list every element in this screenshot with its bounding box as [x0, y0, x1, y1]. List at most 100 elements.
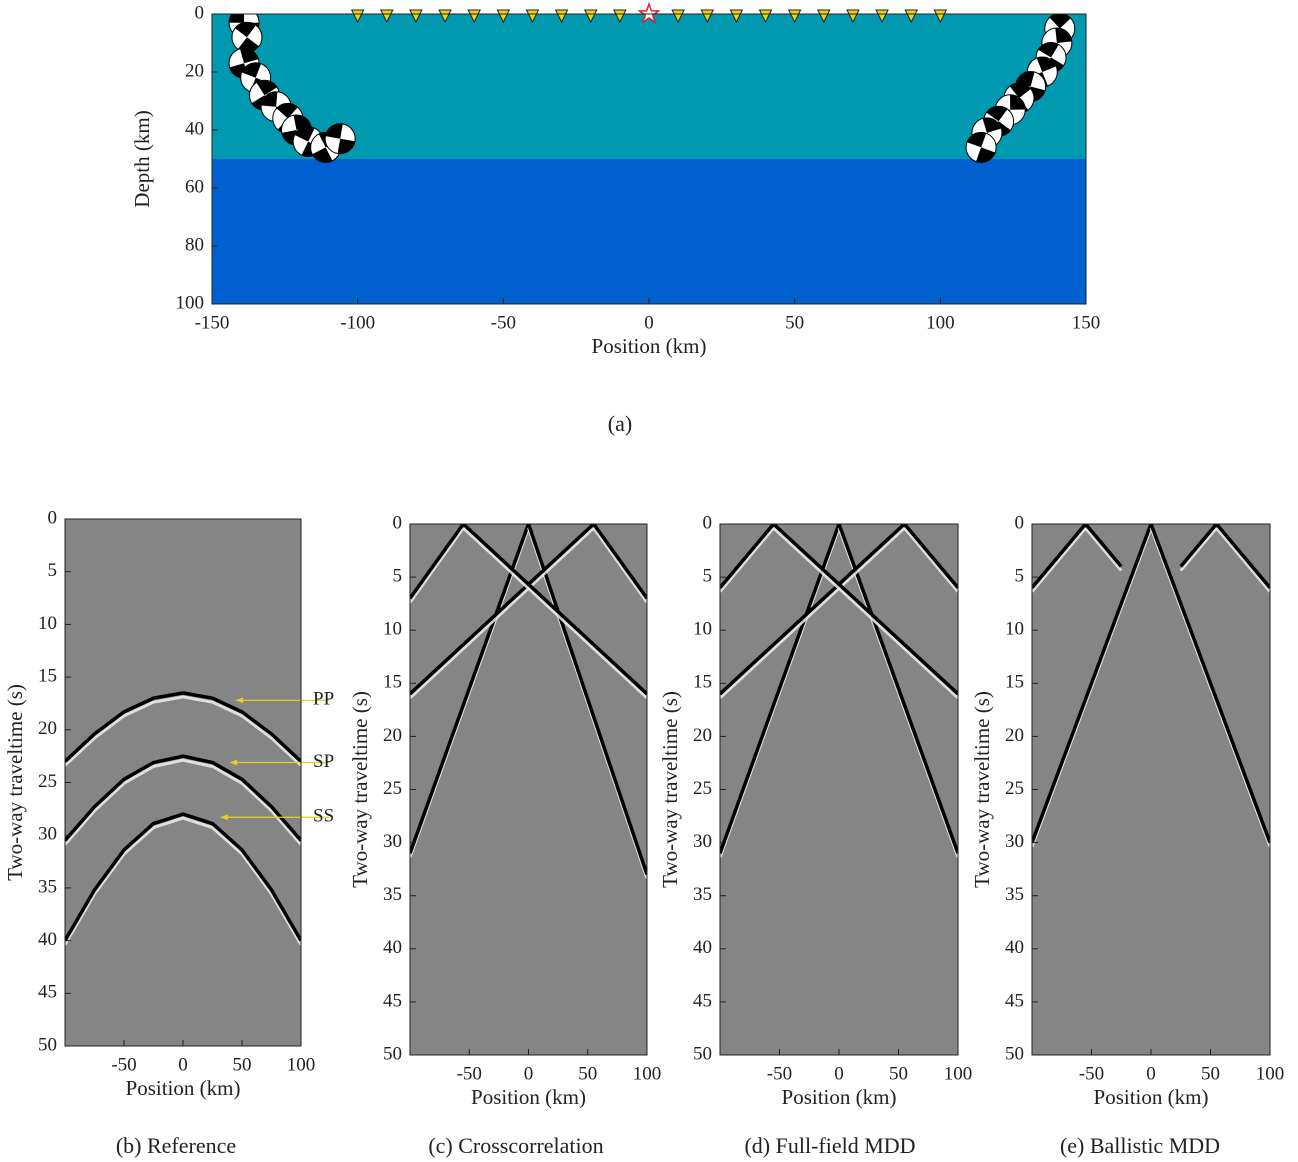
- annotation-label: SS: [313, 806, 334, 827]
- receiver: [496, 9, 511, 24]
- y-axis-label: Two-way traveltime (s): [658, 691, 682, 888]
- x-tick-label: 100: [633, 1063, 662, 1084]
- beachball-quadrant: [982, 117, 1002, 133]
- plot-area: [212, 14, 1086, 304]
- beachball-quadrant: [241, 62, 262, 78]
- panel-caption: (e) Ballistic MDD: [1060, 1133, 1220, 1158]
- event: [720, 524, 906, 696]
- event: [410, 524, 465, 600]
- y-tick-label: 35: [693, 884, 712, 905]
- y-tick-label: 20: [383, 725, 402, 746]
- receiver: [816, 9, 831, 24]
- annotation-label: SP: [313, 751, 334, 772]
- panel: -150 -100 -50 0 50 100 150 0 20 40 60 80 100 Position…: [130, 1, 1101, 436]
- source: [324, 123, 356, 155]
- event-sidelobe: [592, 527, 647, 604]
- y-tick-label: 30: [1005, 831, 1024, 852]
- y-tick-label: 25: [38, 771, 57, 792]
- event: [1149, 524, 1270, 844]
- x-tick-label: 100: [926, 312, 955, 333]
- y-tick-label: 15: [1005, 672, 1024, 693]
- x-tick-label: 0: [1146, 1063, 1156, 1084]
- x-axis-label: Position (km): [471, 1085, 586, 1109]
- event: [65, 812, 301, 942]
- x-tick-label: 50: [1201, 1063, 1220, 1084]
- y-tick-label: 5: [393, 565, 403, 586]
- beachball-quadrant: [325, 123, 343, 139]
- y-tick-label: 35: [1005, 884, 1024, 905]
- event: [526, 524, 647, 876]
- layer: [212, 14, 1086, 159]
- x-tick-label: 0: [644, 312, 654, 333]
- y-tick-label: 45: [693, 990, 712, 1011]
- receiver: [758, 9, 773, 24]
- beachball-quadrant: [312, 147, 333, 163]
- plot-area: [65, 519, 301, 1046]
- x-tick-label: 50: [578, 1063, 597, 1084]
- event: [903, 524, 958, 589]
- y-tick-label: 0: [1015, 512, 1025, 533]
- panel-caption: (d) Full-field MDD: [744, 1133, 915, 1158]
- arrow-head: [220, 814, 228, 821]
- event-sidelobe: [1179, 527, 1218, 572]
- x-tick-label: 50: [233, 1054, 252, 1075]
- x-tick-label: 150: [1072, 312, 1101, 333]
- event-sidelobe: [65, 758, 301, 846]
- receiver: [350, 9, 365, 24]
- gather-background: [720, 524, 958, 1055]
- y-tick-label: 50: [38, 1034, 57, 1055]
- event-sidelobe: [65, 695, 301, 767]
- y-axis-label: Two-way traveltime (s): [3, 684, 27, 881]
- x-tick-label: -50: [1079, 1063, 1104, 1084]
- y-tick-label: 40: [1005, 937, 1024, 958]
- event: [1032, 524, 1087, 589]
- event-sidelobe: [720, 527, 775, 593]
- y-tick-label: 80: [185, 234, 204, 255]
- receiver: [379, 9, 394, 24]
- y-tick-label: 50: [693, 1043, 712, 1064]
- event: [772, 524, 958, 696]
- event-sidelobe: [720, 526, 906, 700]
- event-sidelobe: [1215, 527, 1270, 593]
- y-tick-label: 20: [185, 60, 204, 81]
- event-sidelobe: [462, 526, 647, 700]
- receiver: [554, 9, 569, 24]
- event: [410, 524, 531, 854]
- y-tick-label: 40: [693, 937, 712, 958]
- x-tick-label: -50: [491, 312, 516, 333]
- y-tick-label: 20: [38, 718, 57, 739]
- y-tick-label: 30: [693, 831, 712, 852]
- event: [1179, 524, 1218, 568]
- arrow-head: [230, 759, 238, 766]
- x-axis-label: Position (km): [592, 334, 707, 358]
- beachball-quadrant: [239, 48, 259, 64]
- event-sidelobe: [1032, 527, 1087, 593]
- y-tick-label: 10: [693, 619, 712, 640]
- receiver: [700, 9, 715, 24]
- y-tick-label: 5: [703, 565, 713, 586]
- y-tick-label: 45: [38, 982, 57, 1003]
- y-tick-label: 50: [383, 1043, 402, 1064]
- x-tick-label: 50: [889, 1063, 908, 1084]
- y-tick-label: 10: [1005, 619, 1024, 640]
- y-tick-label: 25: [1005, 778, 1024, 799]
- event: [462, 524, 647, 696]
- x-axis-label: Position (km): [782, 1085, 897, 1109]
- y-tick-label: 45: [383, 990, 402, 1011]
- annotation-label: PP: [313, 689, 334, 710]
- y-tick-label: 40: [185, 118, 204, 139]
- beachball-quadrant: [276, 103, 298, 119]
- event: [837, 524, 958, 854]
- receiver: [904, 9, 919, 24]
- receiver: [729, 9, 744, 24]
- plot-area: [720, 524, 958, 1055]
- event: [720, 524, 841, 854]
- event: [410, 524, 595, 696]
- event: [65, 754, 301, 842]
- beachball-quadrant: [967, 132, 987, 148]
- virtual-source: [637, 1, 661, 24]
- beachball-quadrant: [986, 106, 1008, 122]
